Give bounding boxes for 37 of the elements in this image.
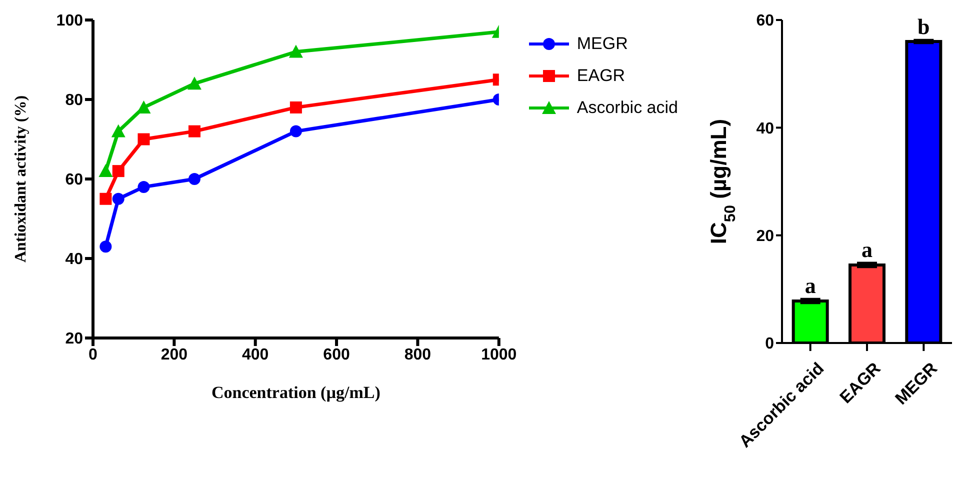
- annotation: a: [804, 272, 816, 298]
- point: [138, 180, 150, 193]
- point: [112, 165, 124, 178]
- point: [112, 192, 124, 205]
- legend-label: MEGR: [576, 34, 628, 54]
- point: [290, 101, 302, 114]
- y-tick-label: 20: [65, 330, 84, 348]
- y-axis-title: Antioxidant activity (%): [12, 95, 30, 263]
- y-tick-label: 40: [65, 251, 84, 268]
- annotation: a: [862, 236, 872, 262]
- x-tick-label: 200: [160, 346, 188, 364]
- annotation: b: [918, 14, 930, 39]
- point: [188, 173, 200, 185]
- point: [288, 44, 303, 58]
- point: [188, 125, 200, 138]
- point: [136, 100, 151, 114]
- legend-label: EAGR: [576, 66, 626, 86]
- legend-label: Ascorbic acid: [576, 98, 678, 118]
- point: [98, 164, 113, 178]
- x-tick-label: 600: [323, 346, 350, 364]
- point: [100, 240, 112, 253]
- point: [290, 125, 302, 138]
- x-tick-label: 0: [88, 346, 98, 364]
- y-tick-label: 20: [756, 228, 774, 246]
- x-tick-label: 1000: [481, 346, 517, 364]
- point: [187, 76, 202, 90]
- point: [100, 192, 112, 205]
- point: [111, 124, 126, 138]
- y-tick-label: 60: [65, 172, 84, 189]
- y-tick-label: 40: [756, 120, 774, 138]
- point: [138, 133, 150, 146]
- y-tick-label: 100: [56, 12, 84, 30]
- x-axis-title: Concentration (µg/mL): [211, 383, 380, 402]
- x-tick-label: 400: [242, 346, 269, 364]
- y-tick-label: 60: [756, 12, 774, 30]
- y-tick-label: 80: [65, 92, 84, 110]
- x-tick-label: 800: [404, 346, 432, 364]
